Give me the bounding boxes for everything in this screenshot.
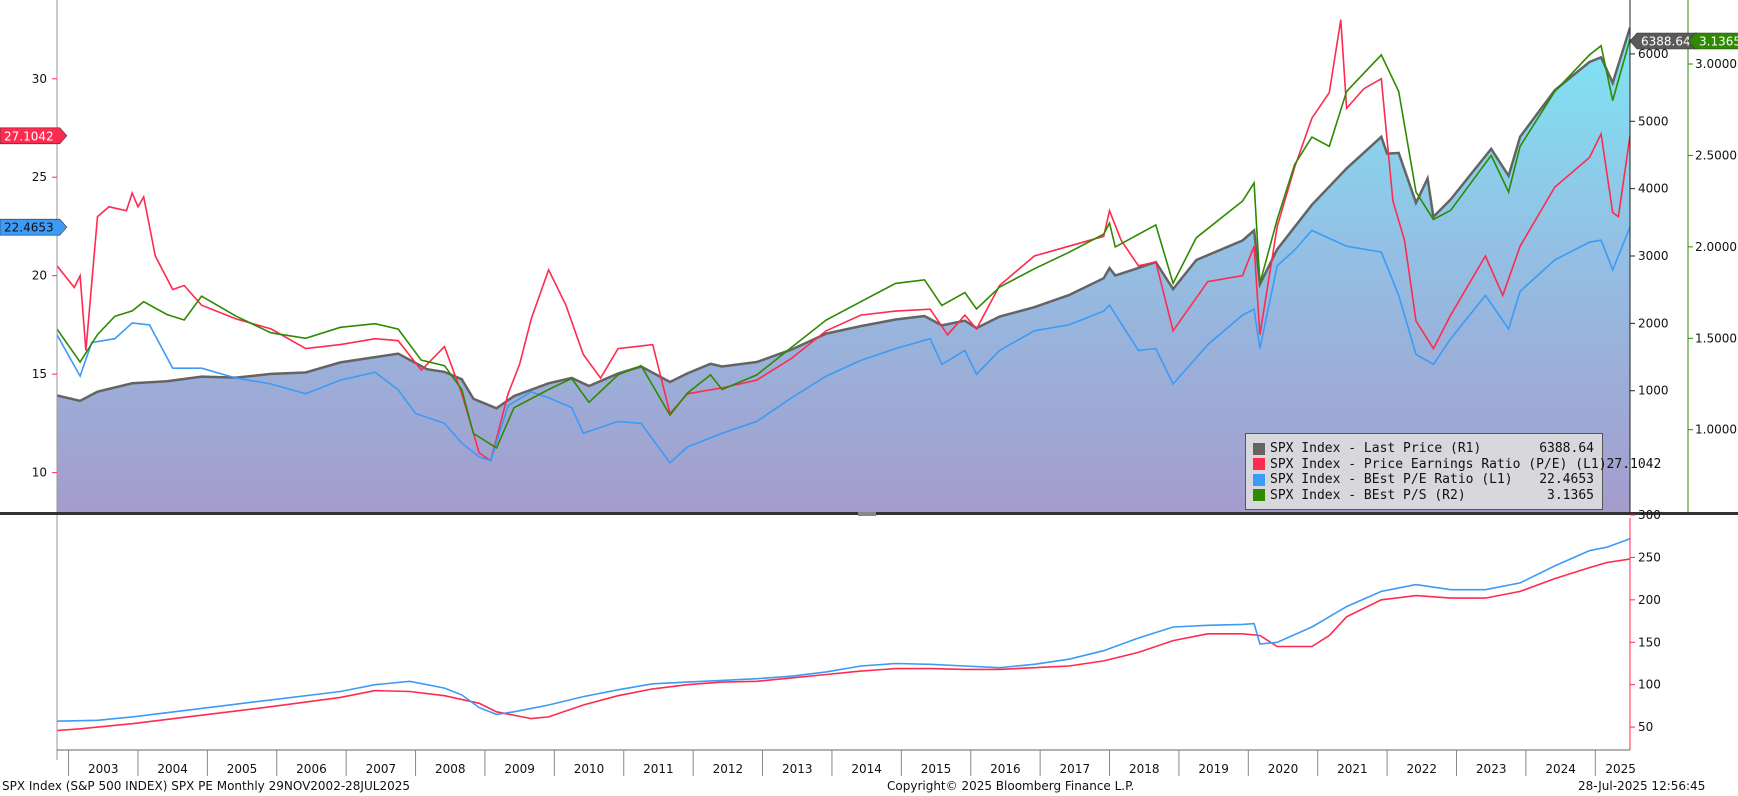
x-axis-year-label: 2006 [296, 762, 327, 776]
last-value-tag-ps-text: 3.1365 [1699, 35, 1738, 49]
axes: 10152025301000200030004000500060001.0000… [0, 0, 1738, 776]
right-axis-2-tick-label: 1.5000 [1695, 331, 1737, 345]
lower-panel [57, 538, 1630, 732]
lower-series-line-1 [57, 558, 1630, 732]
x-axis-year-label: 2008 [435, 762, 466, 776]
legend-entry: SPX Index - BEst P/E Ratio (L1) 22.4653 [1253, 472, 1594, 488]
last-value-tag-pe-text: 27.1042 [4, 129, 54, 143]
x-axis-year-label: 2007 [366, 762, 397, 776]
x-axis-year-label: 2024 [1545, 762, 1576, 776]
right-axis-1-tick-label: 5000 [1638, 114, 1669, 128]
right-axis-1-tick-label: 6000 [1638, 47, 1669, 61]
right-axis-1-tick-label: 3000 [1638, 249, 1669, 263]
lower-axis-tick-label: 100 [1638, 678, 1661, 692]
series-line-spx-index-last-price-r1 [57, 27, 1630, 410]
legend-series-name: SPX Index - Last Price (R1) [1270, 441, 1482, 457]
legend-series-name: SPX Index - Price Earnings Ratio (P/E) (… [1270, 456, 1607, 472]
lower-axis-tick-label: 300 [1638, 508, 1661, 522]
legend-swatch [1253, 442, 1265, 455]
left-axis-tick-label: 30 [32, 72, 47, 86]
series-line-spx-index-best-p-e-ratio-l1 [57, 226, 1630, 464]
right-axis-2-tick-label: 2.5000 [1695, 148, 1737, 162]
series-line-spx-index-best-p-s-r2 [57, 38, 1630, 450]
x-axis-year-label: 2004 [157, 762, 188, 776]
lower-axis-tick-label: 50 [1638, 720, 1653, 734]
x-axis-year-label: 2022 [1407, 762, 1438, 776]
chart-legend: SPX Index - Last Price (R1) 6388.64 SPX In… [1245, 433, 1661, 510]
legend-last-value: 22.4653 [1539, 472, 1594, 488]
right-axis-1-tick-label: 2000 [1638, 316, 1669, 330]
legend-swatch [1253, 473, 1265, 486]
legend-last-value: 3.1365 [1547, 487, 1594, 503]
legend-swatch [1253, 489, 1265, 502]
x-axis-year-label: 2018 [1129, 762, 1160, 776]
lower-axis-tick-label: 250 [1638, 550, 1661, 564]
right-axis-1-tick-label: 4000 [1638, 182, 1669, 196]
left-axis-tick-label: 10 [32, 466, 47, 480]
x-axis-year-label: 2025 [1605, 762, 1636, 776]
last-value-tag-ps-shape [1687, 32, 1738, 50]
x-axis-year-label: 2012 [713, 762, 744, 776]
left-axis-tick-label: 15 [32, 367, 47, 381]
x-axis-year-label: 2005 [227, 762, 258, 776]
last-price-area [57, 27, 1630, 512]
last-value-tag-best-pe: 22.4653 [0, 218, 68, 236]
footer-timestamp: 28-Jul-2025 12:56:45 [1578, 779, 1706, 793]
last-value-tag-best-pe-shape [0, 218, 68, 236]
lower-series-line-2 [57, 538, 1630, 722]
last-value-tag-price-text: 6388.64 [1641, 35, 1691, 49]
x-axis-year-label: 2017 [1060, 762, 1091, 776]
footer-description: SPX Index (S&P 500 INDEX) SPX PE Monthly… [2, 779, 410, 793]
x-axis-year-label: 2003 [88, 762, 119, 776]
x-axis-year-label: 2011 [643, 762, 674, 776]
x-axis-year-label: 2021 [1337, 762, 1368, 776]
lower-axis-tick-label: 150 [1638, 635, 1661, 649]
upper-panel [57, 19, 1630, 512]
right-axis-2-tick-label: 2.0000 [1695, 240, 1737, 254]
x-axis-year-label: 2020 [1268, 762, 1299, 776]
legend-last-value: 27.1042 [1606, 456, 1662, 472]
legend-entry: SPX Index - Last Price (R1) 6388.64 [1253, 441, 1594, 457]
last-value-tag-pe: 27.1042 [0, 127, 68, 145]
right-axis-2-tick-label: 3.0000 [1695, 57, 1737, 71]
right-axis-2-tick-label: 1.0000 [1695, 423, 1737, 437]
last-value-tag-best-pe-text: 22.4653 [4, 221, 54, 235]
chart-canvas: 10152025301000200030004000500060001.0000… [0, 0, 1738, 776]
legend-series-name: SPX Index - BEst P/E Ratio (L1) [1270, 472, 1513, 488]
left-axis-tick-label: 25 [32, 170, 47, 184]
x-axis-year-label: 2023 [1476, 762, 1507, 776]
x-axis-year-label: 2019 [1198, 762, 1229, 776]
lower-axis-tick-label: 200 [1638, 593, 1661, 607]
legend-entry: SPX Index - BEst P/S (R2) 3.1365 [1253, 488, 1594, 504]
series-line-spx-index-price-earnings-ratio-p-e-l1 [57, 19, 1630, 463]
last-value-tag-ps: 3.1365 [1687, 32, 1738, 50]
last-value-tag-pe-shape [0, 127, 68, 145]
right-axis-1-tick-label: 1000 [1638, 384, 1669, 398]
legend-series-name: SPX Index - BEst P/S (R2) [1270, 487, 1466, 503]
x-axis-year-label: 2015 [921, 762, 952, 776]
footer-copyright: Copyright© 2025 Bloomberg Finance L.P. [887, 779, 1135, 793]
left-axis-tick-label: 20 [32, 269, 47, 283]
x-axis-year-label: 2009 [504, 762, 535, 776]
legend-swatch [1253, 458, 1265, 471]
x-axis-year-label: 2013 [782, 762, 813, 776]
panel-resize-handle[interactable] [858, 512, 876, 516]
x-axis-year-label: 2010 [574, 762, 605, 776]
x-axis-year-label: 2016 [990, 762, 1021, 776]
legend-entry: SPX Index - Price Earnings Ratio (P/E) (… [1253, 457, 1661, 473]
last-value-tag-price: 6388.64 [1629, 32, 1698, 50]
legend-last-value: 6388.64 [1539, 441, 1594, 457]
x-axis-year-label: 2014 [851, 762, 882, 776]
